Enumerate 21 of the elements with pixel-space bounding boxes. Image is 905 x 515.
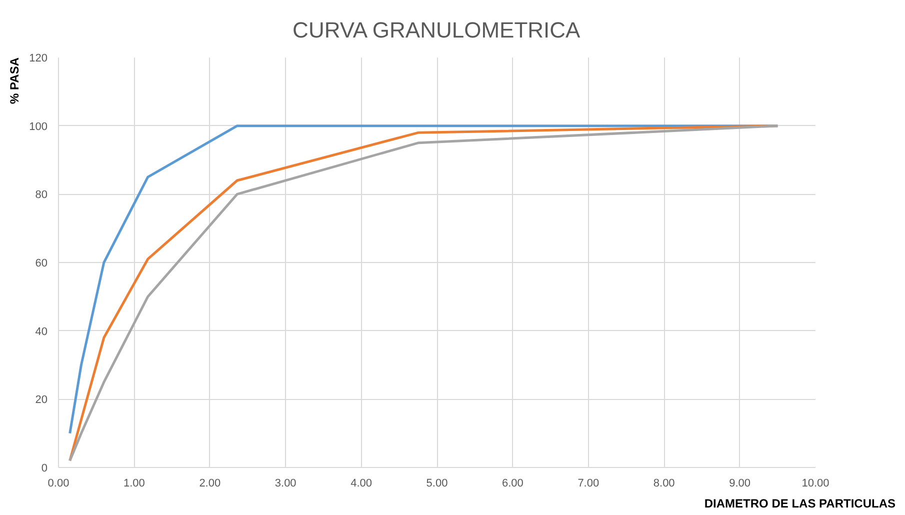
- y-tick-label: 100: [29, 120, 48, 133]
- y-axis-title: % PASA: [8, 57, 22, 104]
- x-tick-label: 10.00: [802, 478, 830, 490]
- x-tick-label: 7.00: [578, 478, 600, 490]
- y-tick-label: 60: [35, 258, 48, 270]
- y-tick-label: 80: [35, 189, 48, 202]
- y-tick-label: 40: [35, 326, 48, 338]
- x-tick-label: 6.00: [502, 478, 524, 490]
- x-tick-label: 8.00: [653, 478, 675, 490]
- x-tick-label: 1.00: [123, 478, 145, 490]
- x-tick-label: 5.00: [426, 478, 448, 490]
- x-tick-label: 0.00: [48, 478, 70, 490]
- y-tick-label: 20: [35, 394, 48, 406]
- chart-title: CURVA GRANULOMETRICA: [292, 18, 581, 42]
- x-tick-label: 2.00: [199, 478, 221, 490]
- y-tick-label: 120: [29, 52, 48, 64]
- x-tick-label: 4.00: [350, 478, 372, 490]
- y-tick-label: 0: [41, 462, 48, 474]
- x-axis-title: DIAMETRO DE LAS PARTICULAS: [704, 496, 896, 510]
- x-tick-label: 9.00: [729, 478, 751, 490]
- x-tick-label: 3.00: [274, 478, 296, 490]
